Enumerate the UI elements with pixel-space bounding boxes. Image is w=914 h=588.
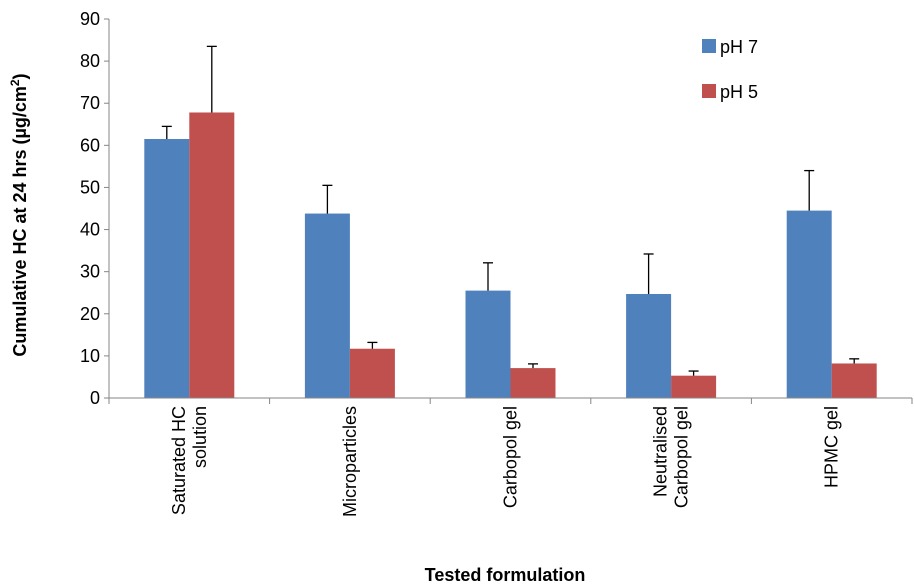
bar-ph-5-3 <box>671 375 717 398</box>
y-tick-label: 80 <box>80 51 100 71</box>
bar-ph-7-3 <box>626 293 672 398</box>
x-tick-label-line: HPMC gel <box>822 406 842 488</box>
y-axis-title-end: ) <box>10 73 30 79</box>
y-tick-label: 0 <box>90 388 100 408</box>
y-tick-label: 30 <box>80 262 100 282</box>
x-tick-label-line: Neutralised <box>651 406 671 497</box>
bar-ph-7-1 <box>304 213 350 398</box>
bar-ph-5-4 <box>831 363 877 398</box>
x-tick-labels-group: Saturated HC solution Microparticles Carbop… <box>169 406 842 517</box>
x-tick-label: Neutralised Carbopol gel <box>651 406 692 508</box>
y-tick-label: 20 <box>80 304 100 324</box>
bar-ph-7-4 <box>786 210 832 398</box>
bar-ph-5-1 <box>349 348 395 398</box>
y-axis-title-main: Cumulative HC at 24 hrs (µg/cm <box>10 86 30 356</box>
bar-ph-7-2 <box>465 290 511 398</box>
legend-swatch-ph-7 <box>702 39 716 53</box>
x-tick-label: Carbopol gel <box>501 406 521 508</box>
y-tick-label: 70 <box>80 93 100 113</box>
bars-group <box>144 112 877 398</box>
x-axis-title: Tested formulation <box>425 565 586 585</box>
axes-group <box>104 18 913 404</box>
y-axis-title-superscript: 2 <box>8 79 22 86</box>
legend-label-ph-7: pH 7 <box>720 37 758 57</box>
x-tick-label-line: Microparticles <box>340 406 360 517</box>
y-tick-label: 90 <box>80 9 100 29</box>
x-tick-label-line: Saturated HC <box>169 406 189 515</box>
x-tick-label-line: Carbopol gel <box>501 406 521 508</box>
y-axis-title: Cumulative HC at 24 hrs (µg/cm2) <box>8 73 30 356</box>
x-tick-label: Microparticles <box>340 406 360 517</box>
legend-swatch-ph-5 <box>702 84 716 98</box>
x-tick-label-line: solution <box>190 406 210 468</box>
bar-ph-5-0 <box>189 112 235 398</box>
x-tick-label-line: Carbopol gel <box>672 406 692 508</box>
y-tick-label: 40 <box>80 220 100 240</box>
bar-ph-7-0 <box>144 139 190 398</box>
error-bars-group <box>161 45 860 376</box>
x-tick-label: Saturated HC solution <box>169 406 210 515</box>
legend-label-ph-5: pH 5 <box>720 82 758 102</box>
y-tick-label: 60 <box>80 135 100 155</box>
bar-ph-5-2 <box>510 368 556 398</box>
legend: pH 7 pH 5 <box>702 37 758 102</box>
y-tick-labels-group: 0 10 20 30 40 50 60 70 80 90 <box>80 9 100 408</box>
y-tick-label: 10 <box>80 346 100 366</box>
y-tick-label: 50 <box>80 177 100 197</box>
x-tick-label: HPMC gel <box>822 406 842 488</box>
